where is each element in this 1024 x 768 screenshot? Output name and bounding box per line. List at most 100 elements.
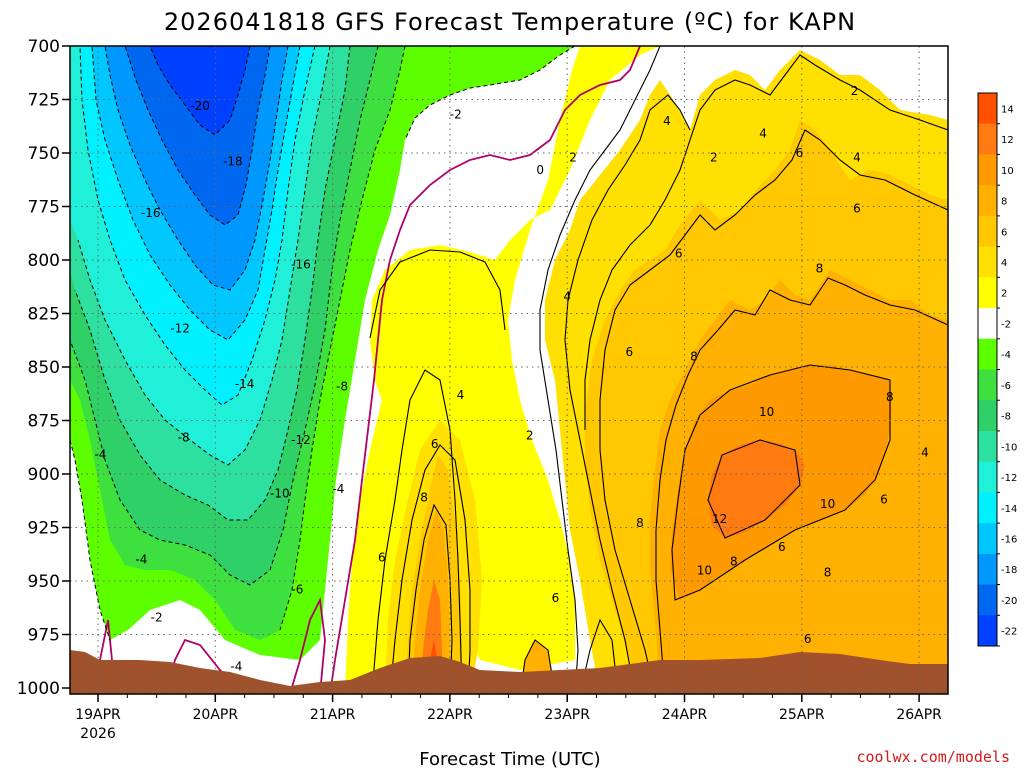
contour-label: 6 bbox=[552, 591, 560, 605]
colorbar-swatch bbox=[978, 523, 997, 555]
band-12-to-14 bbox=[708, 440, 805, 538]
zero-degree-contour bbox=[329, 46, 641, 694]
band-2-to-4 bbox=[370, 46, 948, 670]
contour-label: 2 bbox=[710, 150, 718, 164]
contour-label: 8 bbox=[824, 565, 832, 579]
credit-text: coolwx.com/models bbox=[856, 748, 1010, 766]
x-axis-year: 2026 bbox=[80, 726, 116, 742]
colorbar-swatch bbox=[978, 93, 997, 125]
contour-label: 4 bbox=[457, 388, 465, 402]
contour-label: 12 bbox=[712, 512, 727, 526]
x-tick-label: 21APR bbox=[310, 707, 356, 723]
colorbar-swatch bbox=[978, 369, 997, 401]
contour-label: 4 bbox=[663, 114, 671, 128]
colorbar-swatch bbox=[978, 553, 997, 586]
contour-label: -16 bbox=[141, 206, 161, 220]
contour-label: -6 bbox=[291, 583, 303, 597]
y-tick-label: 1000 bbox=[17, 679, 60, 699]
contour-label: 2 bbox=[851, 84, 859, 98]
contour-label: -18 bbox=[223, 155, 243, 169]
x-tick-label: 25APR bbox=[779, 707, 825, 723]
colorbar-swatch bbox=[978, 461, 997, 493]
contour-label: 8 bbox=[886, 390, 894, 404]
contour-label: -10 bbox=[270, 486, 290, 500]
chart-title: 2026041818 GFS Forecast Temperature (ºC)… bbox=[164, 8, 856, 36]
colorbar-swatch bbox=[978, 400, 997, 432]
y-tick-label: 875 bbox=[28, 412, 60, 432]
colorbar-tick-label: 12 bbox=[1001, 135, 1014, 146]
colorbar-tick-label: -22 bbox=[1001, 627, 1017, 638]
contour-label: 10 bbox=[697, 563, 712, 577]
contour-label: 4 bbox=[563, 289, 571, 303]
contour-label: 4 bbox=[759, 127, 767, 141]
colorbar-tick-label: 4 bbox=[1001, 258, 1007, 269]
contour-label: 6 bbox=[796, 146, 804, 160]
contour-label: -2 bbox=[450, 107, 462, 121]
contour-label: 6 bbox=[378, 550, 386, 564]
band-minus-20-to-minus-22 bbox=[150, 46, 250, 135]
contour-label: -4 bbox=[230, 660, 242, 674]
colorbar-swatch bbox=[978, 338, 997, 370]
contour-label: -8 bbox=[178, 431, 190, 445]
colorbar-tick-label: 10 bbox=[1001, 166, 1014, 177]
contour-label: 4 bbox=[853, 150, 861, 164]
colorbar-swatch bbox=[978, 584, 997, 616]
x-tick-label: 22APR bbox=[427, 707, 473, 723]
colorbar-tick-label: -10 bbox=[1001, 442, 1017, 453]
colorbar-swatch bbox=[978, 246, 997, 278]
warm-contours bbox=[369, 46, 948, 694]
y-tick-label: 950 bbox=[28, 572, 60, 592]
colorbar-swatch bbox=[978, 185, 997, 217]
colorbar-tick-label: -2 bbox=[1001, 319, 1011, 330]
colorbar-tick-label: -18 bbox=[1001, 565, 1017, 576]
y-tick-label: 825 bbox=[28, 305, 60, 325]
y-axis: 700 725 750 775 800 825 850 875 900 925 950 975 1000 bbox=[17, 37, 70, 699]
y-tick-label: 850 bbox=[28, 358, 60, 378]
contour-label: -14 bbox=[235, 377, 255, 391]
colorbar-swatch bbox=[978, 123, 997, 155]
colorbar-swatch bbox=[978, 277, 997, 309]
colorbar-tick-label: -4 bbox=[1001, 350, 1011, 361]
contour-label: -12 bbox=[291, 433, 311, 447]
contour-label: -4 bbox=[135, 553, 147, 567]
y-tick-label: 900 bbox=[28, 465, 60, 485]
x-tick-label: 19APR bbox=[75, 707, 121, 723]
colorbar-tick-label: -14 bbox=[1001, 504, 1017, 515]
colorbar-swatch bbox=[978, 154, 997, 186]
colorbar-tick-label: -16 bbox=[1001, 534, 1017, 545]
colorbar-tick-label: 8 bbox=[1001, 197, 1007, 208]
x-axis-title: Forecast Time (UTC) bbox=[419, 749, 600, 768]
contour-label: 4 bbox=[921, 446, 929, 460]
colorbar-swatch bbox=[978, 615, 997, 647]
contour-label: 6 bbox=[778, 540, 786, 554]
y-tick-label: 925 bbox=[28, 519, 60, 539]
contour-label: 6 bbox=[880, 493, 888, 507]
colorbar-swatch bbox=[978, 215, 997, 248]
contour-label: 2 bbox=[526, 428, 534, 442]
contour-label: 2 bbox=[569, 150, 577, 164]
contour-label: 8 bbox=[636, 516, 644, 530]
contour-label: 8 bbox=[816, 262, 824, 276]
contour-label: -8 bbox=[336, 379, 348, 393]
contour-label: -4 bbox=[332, 482, 344, 496]
contour-label: 8 bbox=[730, 555, 738, 569]
y-tick-label: 725 bbox=[28, 91, 60, 111]
x-tick-label: 20APR bbox=[193, 707, 239, 723]
contour-label: 8 bbox=[690, 349, 698, 363]
y-tick-label: 800 bbox=[28, 251, 60, 271]
colorbar-tick-label: -20 bbox=[1001, 596, 1017, 607]
contour-label: 6 bbox=[675, 247, 683, 261]
x-tick-label: 23APR bbox=[544, 707, 590, 723]
contour-label: 6 bbox=[431, 437, 439, 451]
contour-labels: -20-18-16-16-12-14 -8-12-8-4-10 -4-4-6-2-4… bbox=[94, 84, 928, 674]
contour-label: -12 bbox=[170, 321, 190, 335]
y-tick-label: 700 bbox=[28, 37, 60, 57]
contour-label: -4 bbox=[94, 448, 106, 462]
colorbar-tick-label: 2 bbox=[1001, 289, 1007, 300]
cold-contours bbox=[70, 46, 576, 641]
contour-label: -2 bbox=[151, 610, 163, 624]
contour-label: 10 bbox=[759, 405, 774, 419]
colorbar-tick-label: -8 bbox=[1001, 412, 1011, 423]
y-tick-label: 750 bbox=[28, 144, 60, 164]
y-tick-label: 975 bbox=[28, 626, 60, 646]
